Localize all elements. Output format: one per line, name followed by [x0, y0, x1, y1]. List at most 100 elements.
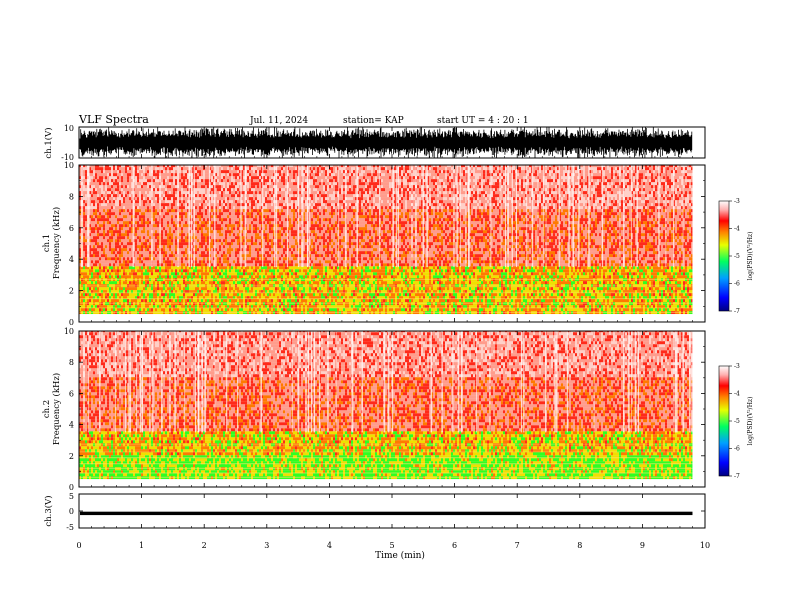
spectrogram-cell: [87, 308, 89, 312]
spectrogram-cell: [291, 248, 293, 252]
spectrogram-cell: [221, 194, 223, 198]
spectrogram-cell: [215, 215, 217, 219]
spectrogram-cell: [155, 215, 157, 219]
spectrogram-cell: [99, 260, 101, 264]
spectrogram-cell: [181, 275, 183, 279]
spectrogram-cell: [229, 209, 231, 213]
spectrogram-cell: [79, 170, 81, 174]
spectrogram-cell: [249, 305, 251, 309]
spectrogram-cell: [203, 215, 205, 219]
spectrogram-cell: [111, 230, 113, 234]
spectrogram-cell: [101, 266, 103, 270]
spectrogram-cell: [211, 203, 213, 207]
spectrogram-cell: [129, 254, 131, 258]
spectrogram-cell: [243, 299, 245, 303]
spectrogram-cell: [221, 197, 223, 201]
spectrogram-cell: [123, 188, 125, 192]
spectrogram-cell: [253, 272, 255, 276]
spectrogram-cell: [161, 296, 163, 300]
spectrogram-cell: [111, 224, 113, 228]
spectrogram-cell: [93, 182, 95, 186]
spectrogram-cell: [147, 260, 149, 264]
spectrogram-cell: [295, 224, 297, 228]
spectrogram-cell: [223, 248, 225, 252]
spectrogram-cell: [93, 296, 95, 300]
spectrogram-cell: [85, 230, 87, 234]
spectrogram-cell: [93, 218, 95, 222]
spectrogram-cell: [127, 272, 129, 276]
spectrogram-cell: [245, 266, 247, 270]
spectrogram-cell: [243, 233, 245, 237]
spectrogram-cell: [229, 206, 231, 210]
spectrogram-cell: [85, 287, 87, 291]
spectrogram-cell: [191, 305, 193, 309]
spectrogram-cell: [157, 218, 159, 222]
spectrogram-cell: [151, 287, 153, 291]
spectrogram-cell: [143, 245, 145, 249]
spectrogram-cell: [105, 224, 107, 228]
spectrogram-cell: [143, 182, 145, 186]
spectrogram-cell: [273, 257, 275, 261]
spectrogram-cell: [171, 275, 173, 279]
spectrogram-cell: [253, 287, 255, 291]
spectrogram-cell: [201, 305, 203, 309]
spectrogram-cell: [281, 299, 283, 303]
spectrogram-cell: [83, 215, 85, 219]
spectrogram-cell: [243, 167, 245, 171]
spectrogram-cell: [123, 266, 125, 270]
spectrogram-cell: [211, 236, 213, 240]
spectrogram-cell: [239, 293, 241, 297]
spectrogram-cell: [237, 245, 239, 249]
spectrogram-cell: [237, 206, 239, 210]
spectrogram-cell: [121, 182, 123, 186]
spectrogram-cell: [199, 206, 201, 210]
spectrogram-cell: [175, 233, 177, 237]
spectrogram-cell: [215, 212, 217, 216]
spectrogram-cell: [131, 227, 133, 231]
spectrogram-cell: [167, 242, 169, 246]
spectrogram-cell: [225, 290, 227, 294]
spectrogram-cell: [167, 290, 169, 294]
spectrogram-cell: [263, 260, 265, 264]
spectrogram-cell: [173, 203, 175, 207]
spectrogram-cell: [161, 224, 163, 228]
spectrogram-cell: [181, 290, 183, 294]
spectrogram-cell: [271, 275, 273, 279]
spectrogram-cell: [93, 194, 95, 198]
spectrogram-cell: [199, 299, 201, 303]
spectrogram-cell: [123, 251, 125, 255]
spectrogram-cell: [183, 209, 185, 213]
spectrogram-cell: [259, 239, 261, 243]
spectrogram-cell: [211, 206, 213, 210]
spectrogram-cell: [197, 251, 199, 255]
spectrogram-cell: [165, 305, 167, 309]
header-start-ut: start UT = 4 : 20 : 1: [437, 116, 529, 126]
spectrogram-cell: [127, 227, 129, 231]
spectrogram-cell: [237, 233, 239, 237]
spectrogram-cell: [253, 245, 255, 249]
spectrogram-cell: [153, 188, 155, 192]
spectrogram-cell: [215, 209, 217, 213]
spectrogram-cell: [243, 194, 245, 198]
spectrogram-cell: [267, 293, 269, 297]
spectrogram-cell: [225, 224, 227, 228]
spectrogram-cell: [163, 200, 165, 204]
spectrogram-cell: [167, 236, 169, 240]
spectrogram-cell: [233, 290, 235, 294]
spectrogram-cell: [205, 305, 207, 309]
spectrogram-cell: [261, 260, 263, 264]
spectrogram-cell: [181, 194, 183, 198]
spectrogram-cell: [125, 182, 127, 186]
spectrogram-cell: [129, 260, 131, 264]
spectrogram-cell: [93, 236, 95, 240]
spectrogram-cell: [291, 272, 293, 276]
spectrogram-cell: [151, 275, 153, 279]
spectrogram-cell: [283, 215, 285, 219]
spectrogram-cell: [165, 302, 167, 306]
spectrogram-cell: [157, 302, 159, 306]
spectrogram-cell: [281, 221, 283, 225]
spectrogram-cell: [161, 302, 163, 306]
spectrogram-cell: [227, 305, 229, 309]
spectrogram-cell: [119, 305, 121, 309]
spectrogram-cell: [217, 242, 219, 246]
